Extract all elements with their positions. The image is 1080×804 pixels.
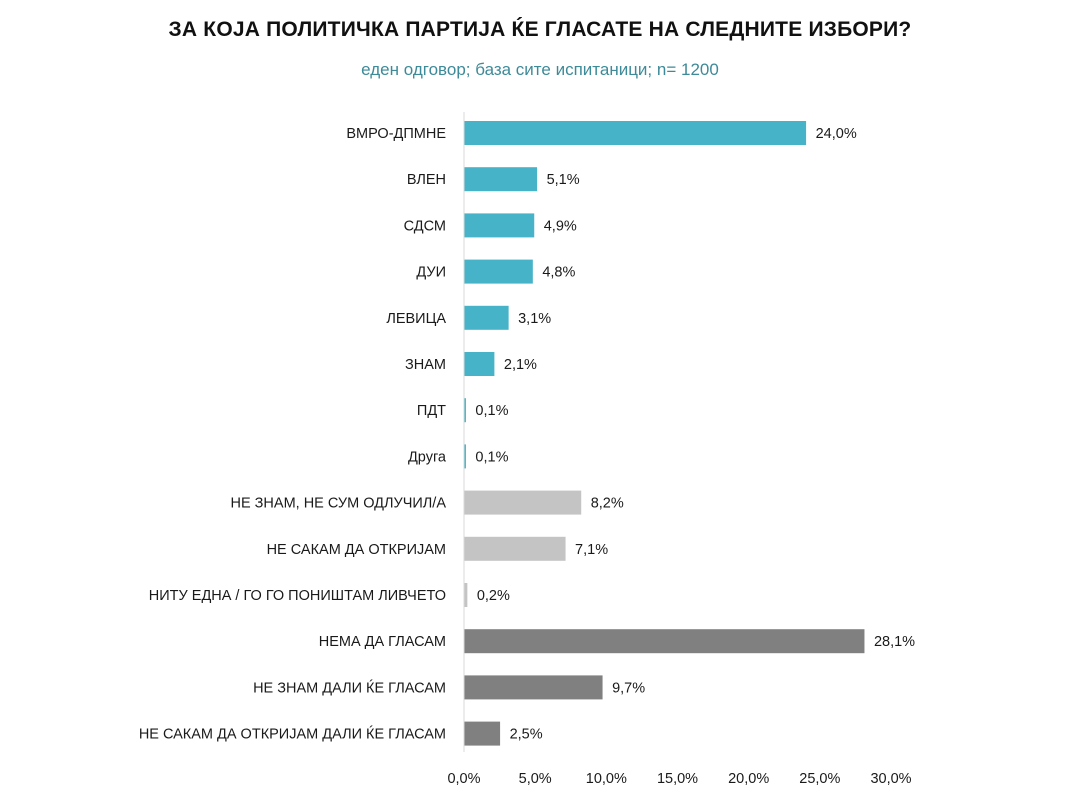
value-label: 0,1% [475, 449, 508, 465]
bar [464, 167, 538, 192]
value-label: 3,1% [518, 311, 551, 327]
x-tick-label: 10,0% [586, 771, 627, 787]
category-label: НЕ САКАМ ДА ОТКРИЈАМ ДАЛИ ЌЕ ГЛАСАМ [139, 726, 446, 743]
value-label: 2,5% [510, 727, 543, 743]
category-label: СДСМ [404, 218, 446, 234]
bar [464, 213, 535, 238]
bar [464, 121, 807, 145]
category-label: ЛЕВИЦА [386, 311, 446, 327]
chart-subtitle: еден одговор; база сите испитаници; n= 1… [361, 60, 719, 79]
category-label: Друга [408, 449, 447, 465]
category-label: ПДТ [417, 403, 446, 419]
x-axis: 0,0% 5,0% 10,0% 15,0% 20,0% 25,0% 30,0% [447, 771, 911, 787]
category-label: НИТУ ЕДНА / ГО ГО ПОНИШТАМ ЛИВЧЕТО [149, 588, 446, 604]
value-label: 2,1% [504, 357, 537, 373]
category-label: НЕ САКАМ ДА ОТКРИЈАМ [267, 542, 446, 558]
x-tick-label: 0,0% [447, 771, 480, 787]
bar [464, 629, 865, 654]
chart-title: ЗА КОЈА ПОЛИТИЧКА ПАРТИЈА ЌЕ ГЛАСАТЕ НА … [168, 18, 912, 41]
value-label: 4,9% [544, 218, 577, 234]
bar [464, 536, 566, 561]
x-tick-label: 5,0% [519, 771, 552, 787]
bar [464, 352, 495, 376]
category-label: ВМРО-ДПМНЕ [346, 126, 446, 142]
category-label: ВЛЕН [407, 172, 446, 188]
value-label: 9,7% [612, 680, 645, 696]
bars-layer: ВМРО-ДПМНЕ 24,0% ВЛЕН 5,1% СДСМ 4,9% ДУИ 4,8% ЛЕ… [139, 112, 915, 752]
x-tick-label: 15,0% [657, 771, 698, 787]
value-label: 4,8% [542, 265, 575, 281]
bar [464, 305, 509, 330]
category-label: НЕ ЗНАМ ДАЛИ ЌЕ ГЛАСАМ [253, 679, 446, 696]
x-tick-label: 20,0% [728, 771, 769, 787]
bar [464, 398, 466, 423]
bar [464, 583, 468, 607]
value-label: 8,2% [591, 496, 624, 512]
bar [464, 675, 603, 700]
bar [464, 444, 466, 469]
value-label: 24,0% [816, 126, 857, 142]
category-label: НЕМА ДА ГЛАСАМ [319, 634, 446, 650]
value-label: 5,1% [547, 172, 580, 188]
x-tick-label: 25,0% [799, 771, 840, 787]
bar [464, 721, 501, 746]
value-label: 7,1% [575, 542, 608, 558]
x-tick-label: 30,0% [870, 771, 911, 787]
value-label: 0,1% [475, 403, 508, 419]
category-label: ДУИ [416, 265, 446, 281]
value-label: 28,1% [874, 634, 915, 650]
category-label: ЗНАМ [405, 357, 446, 373]
value-label: 0,2% [477, 588, 510, 604]
category-label: НЕ ЗНАМ, НЕ СУМ ОДЛУЧИЛ/А [231, 496, 447, 512]
bar [464, 490, 582, 515]
bar [464, 259, 533, 284]
